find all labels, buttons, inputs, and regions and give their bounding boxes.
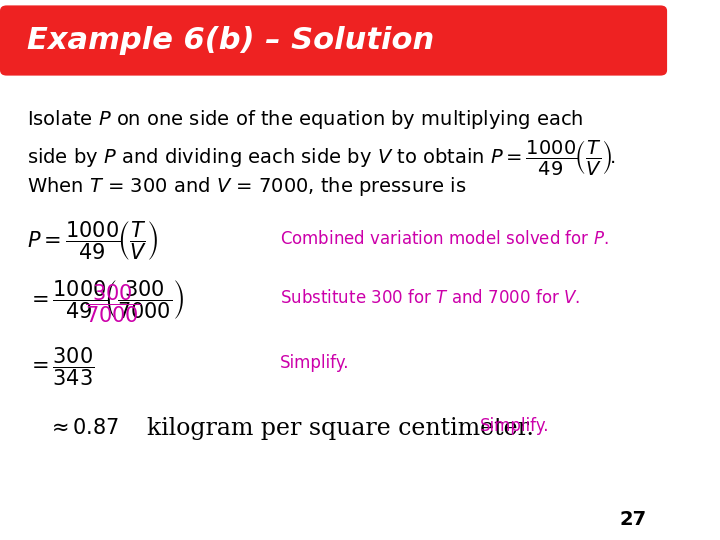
Text: 27: 27: [620, 510, 647, 529]
FancyBboxPatch shape: [0, 5, 667, 76]
Text: $P = \dfrac{1000}{49}\!\left(\dfrac{T}{V}\right)$: $P = \dfrac{1000}{49}\!\left(\dfrac{T}{V…: [27, 219, 158, 262]
Text: side by $P$ and dividing each side by $V$ to obtain $P = \dfrac{1000}{49}\!\left: side by $P$ and dividing each side by $V…: [27, 138, 616, 177]
Text: Simplify.: Simplify.: [480, 417, 550, 435]
Text: $= \dfrac{300}{343}$: $= \dfrac{300}{343}$: [27, 346, 94, 388]
Text: $\dfrac{300}{7000}$: $\dfrac{300}{7000}$: [86, 282, 140, 325]
Text: Substitute 300 for $T$ and 7000 for $V$.: Substitute 300 for $T$ and 7000 for $V$.: [280, 289, 580, 307]
Text: Combined variation model solved for $P$.: Combined variation model solved for $P$.: [280, 230, 609, 247]
Text: kilogram per square centimeter.: kilogram per square centimeter.: [147, 417, 534, 440]
Text: Isolate $P$ on one side of the equation by multiplying each: Isolate $P$ on one side of the equation …: [27, 108, 583, 131]
Text: $\approx 0.87$: $\approx 0.87$: [47, 418, 119, 438]
Text: When $T$ = 300 and $V$ = 7000, the pressure is: When $T$ = 300 and $V$ = 7000, the press…: [27, 176, 466, 199]
Text: Simplify.: Simplify.: [280, 354, 350, 372]
Text: Example 6(b) – Solution: Example 6(b) – Solution: [27, 26, 434, 55]
Text: $= \dfrac{1000}{49}\!\left(\dfrac{\mathdefault{300}}{\mathdefault{7000}}\right)$: $= \dfrac{1000}{49}\!\left(\dfrac{\mathd…: [27, 278, 184, 321]
